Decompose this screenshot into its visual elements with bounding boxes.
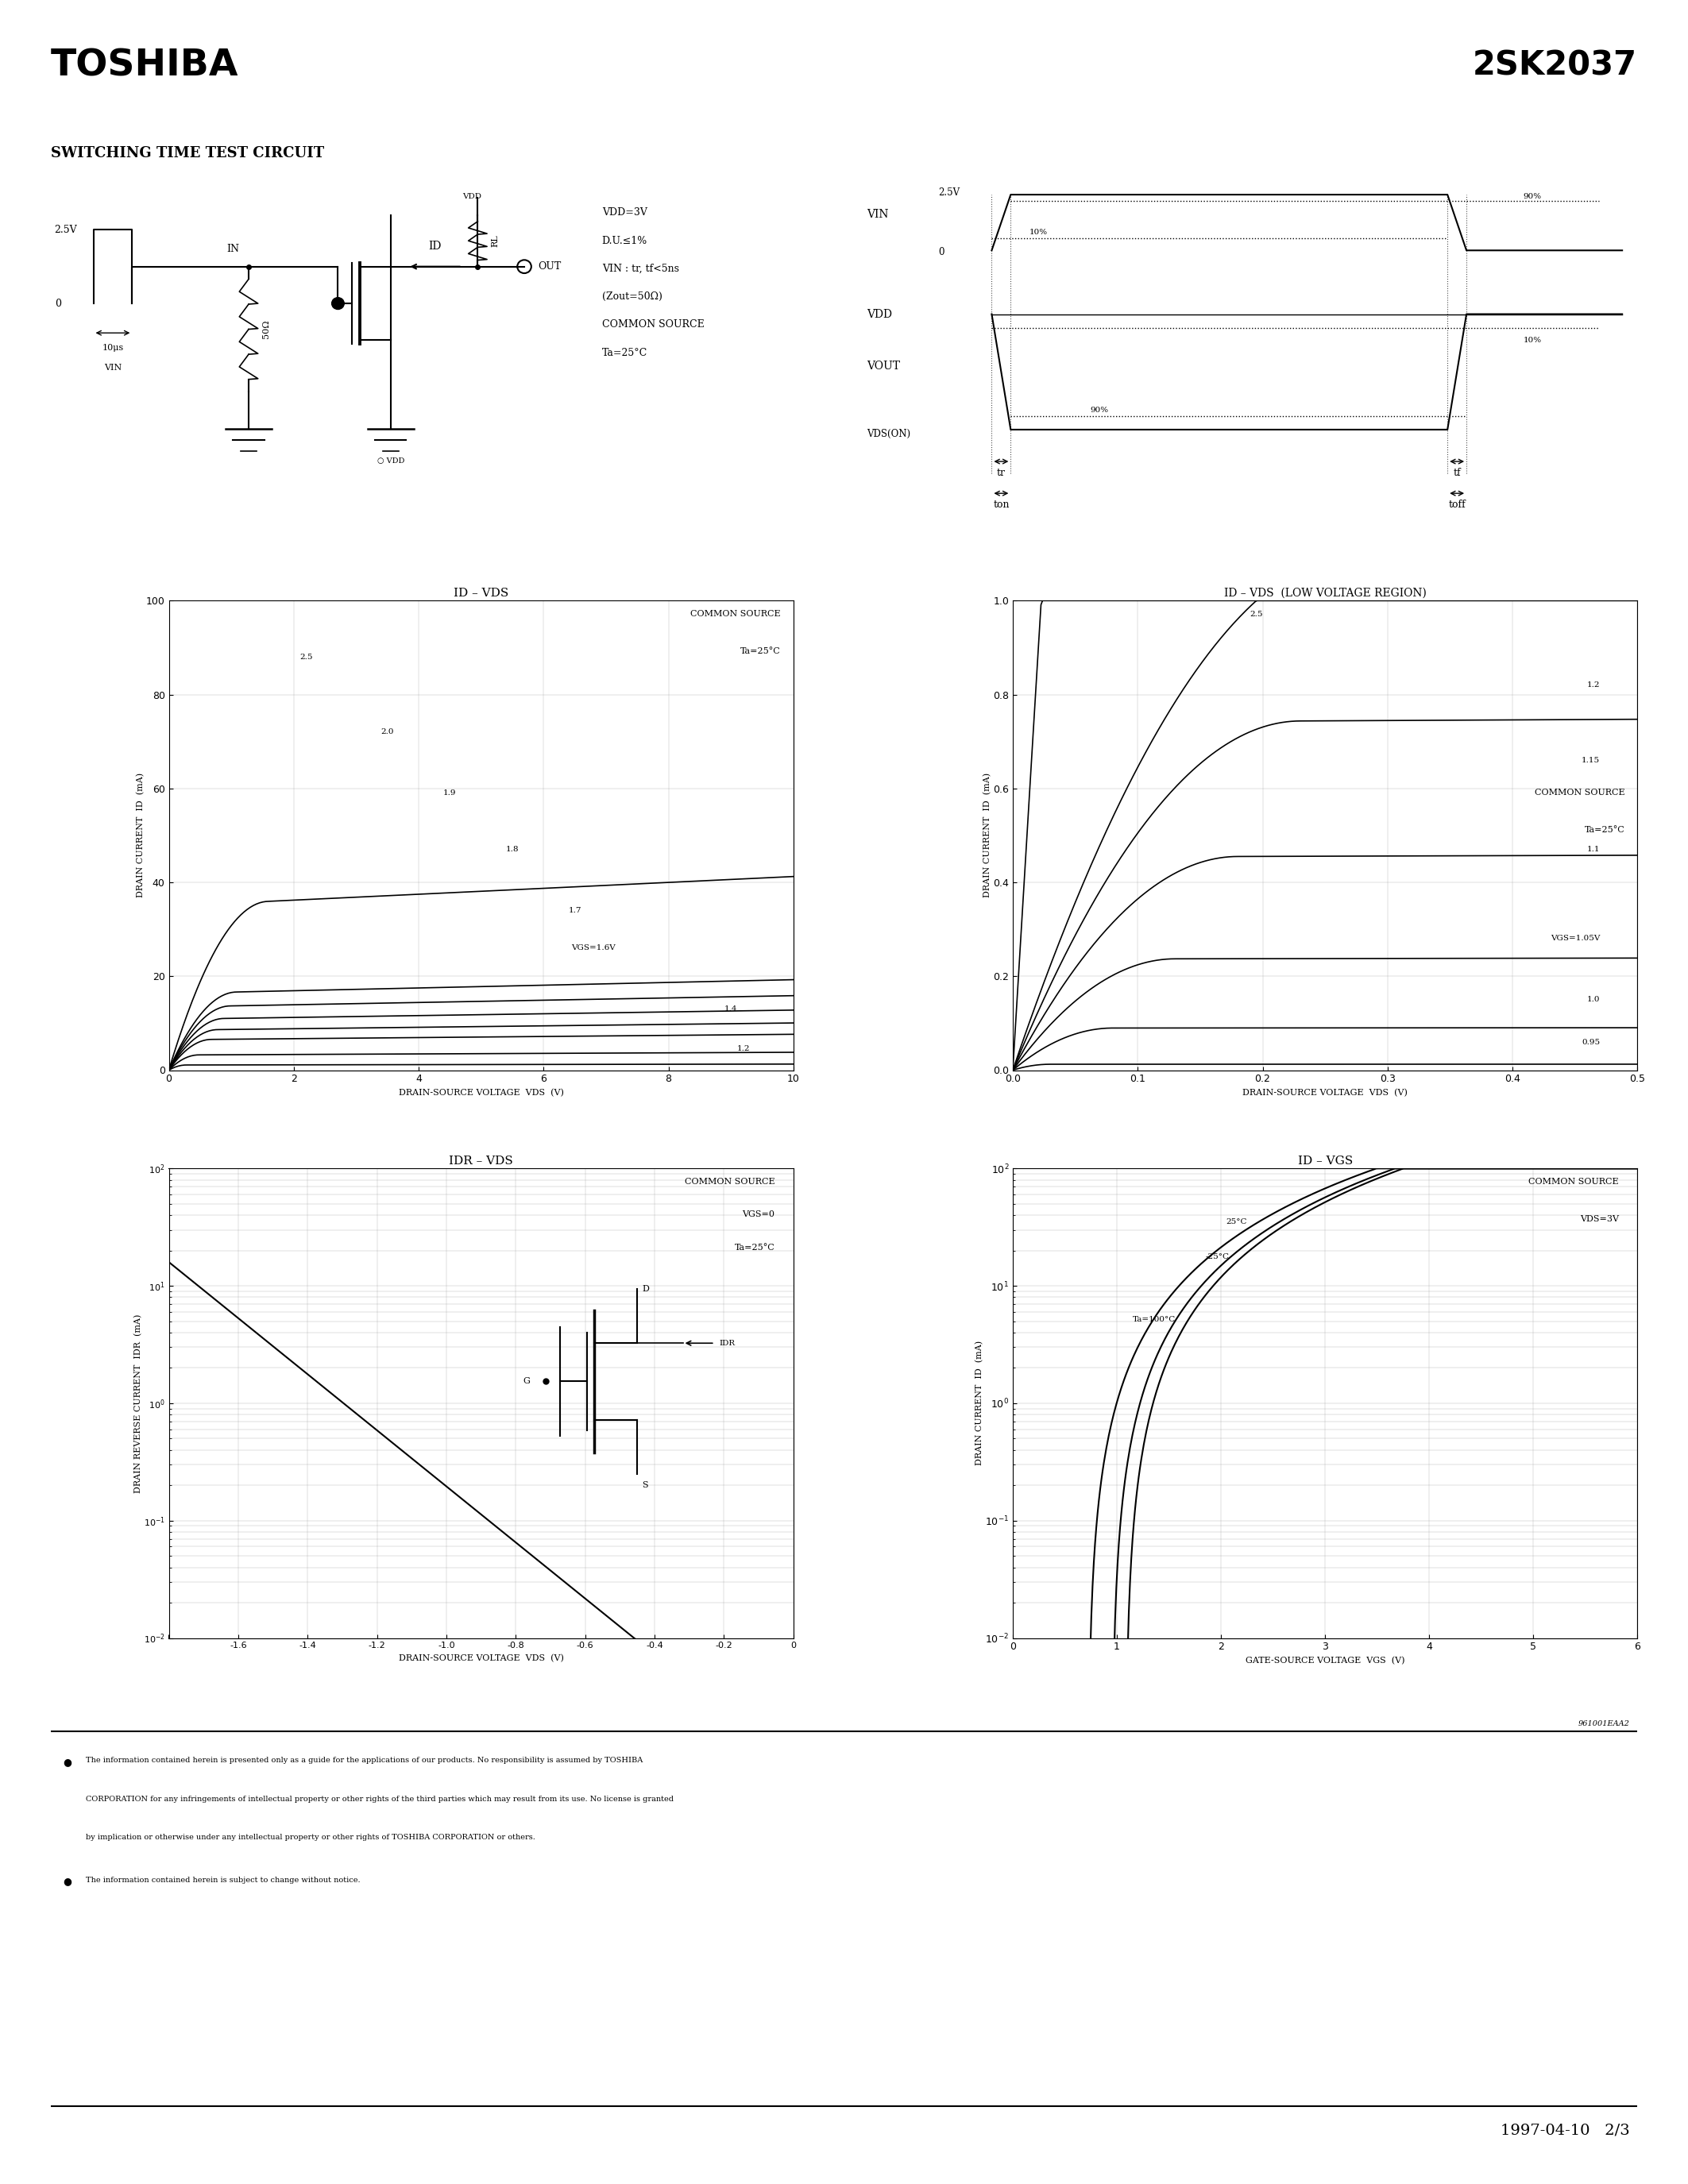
Text: 1.2: 1.2 (738, 1046, 749, 1053)
Text: 961001EAA2: 961001EAA2 (1578, 1721, 1629, 1728)
Text: VDD: VDD (463, 192, 481, 201)
Text: COMMON SOURCE: COMMON SOURCE (1528, 1177, 1619, 1186)
Y-axis label: DRAIN CURRENT  ID  (mA): DRAIN CURRENT ID (mA) (984, 773, 993, 898)
X-axis label: DRAIN-SOURCE VOLTAGE  VDS  (V): DRAIN-SOURCE VOLTAGE VDS (V) (398, 1653, 564, 1662)
Text: COMMON SOURCE: COMMON SOURCE (603, 319, 704, 330)
Text: 10%: 10% (1524, 336, 1541, 343)
Text: VGS=0: VGS=0 (743, 1210, 775, 1219)
Text: tf: tf (1453, 467, 1460, 478)
Text: 2.5: 2.5 (1249, 612, 1263, 618)
Text: Ta=25°C: Ta=25°C (741, 649, 782, 655)
Text: OUT: OUT (538, 262, 562, 271)
Text: ●: ● (64, 1756, 73, 1767)
Text: (Zout=50Ω): (Zout=50Ω) (603, 293, 662, 301)
Text: 2.0: 2.0 (381, 729, 393, 736)
Text: CORPORATION for any infringements of intellectual property or other rights of th: CORPORATION for any infringements of int… (86, 1795, 674, 1802)
Text: 1.1: 1.1 (1587, 845, 1600, 854)
Text: 2SK2037: 2SK2037 (1474, 48, 1637, 83)
Text: 1.9: 1.9 (444, 791, 456, 797)
Text: 25°C: 25°C (1225, 1219, 1247, 1225)
Text: Ta=25°C: Ta=25°C (603, 347, 648, 358)
Y-axis label: DRAIN CURRENT  ID  (mA): DRAIN CURRENT ID (mA) (137, 773, 145, 898)
Text: ●: ● (64, 1876, 73, 1887)
Text: S: S (641, 1481, 648, 1489)
Text: 2.5V: 2.5V (54, 225, 78, 236)
Title: ID – VDS  (LOW VOLTAGE REGION): ID – VDS (LOW VOLTAGE REGION) (1224, 587, 1426, 598)
Title: ID – VDS: ID – VDS (454, 587, 508, 598)
Text: D: D (641, 1284, 648, 1293)
Text: SWITCHING TIME TEST CIRCUIT: SWITCHING TIME TEST CIRCUIT (51, 146, 324, 159)
Text: TOSHIBA: TOSHIBA (51, 48, 238, 83)
Text: 50Ω: 50Ω (262, 319, 270, 339)
Text: VGS=1.05V: VGS=1.05V (1550, 935, 1600, 941)
Text: 1.7: 1.7 (569, 906, 581, 915)
Text: ID: ID (429, 240, 442, 251)
Text: ○ VDD: ○ VDD (376, 459, 405, 465)
X-axis label: GATE-SOURCE VOLTAGE  VGS  (V): GATE-SOURCE VOLTAGE VGS (V) (1246, 1658, 1404, 1664)
X-axis label: DRAIN-SOURCE VOLTAGE  VDS  (V): DRAIN-SOURCE VOLTAGE VDS (V) (398, 1090, 564, 1096)
Text: Ta=100°C: Ta=100°C (1133, 1317, 1175, 1324)
Text: 0: 0 (54, 299, 61, 308)
Y-axis label: DRAIN REVERSE CURRENT  IDR  (mA): DRAIN REVERSE CURRENT IDR (mA) (133, 1315, 142, 1492)
Text: 1.4: 1.4 (724, 1005, 738, 1013)
Circle shape (333, 297, 344, 310)
Text: 0: 0 (939, 247, 945, 258)
X-axis label: DRAIN-SOURCE VOLTAGE  VDS  (V): DRAIN-SOURCE VOLTAGE VDS (V) (1242, 1090, 1408, 1096)
Text: COMMON SOURCE: COMMON SOURCE (1534, 788, 1626, 797)
Text: VDS=3V: VDS=3V (1580, 1214, 1619, 1223)
Text: 1997-04-10   2/3: 1997-04-10 2/3 (1501, 2123, 1629, 2138)
Text: 10μs: 10μs (101, 343, 123, 352)
Text: VIN : tr, tf<5ns: VIN : tr, tf<5ns (603, 264, 679, 273)
Text: 10%: 10% (1030, 229, 1048, 236)
Text: 2.5V: 2.5V (939, 188, 960, 199)
Text: 2.5: 2.5 (300, 653, 312, 660)
Text: G: G (523, 1378, 530, 1385)
Text: 90%: 90% (1524, 192, 1541, 201)
Text: 0.95: 0.95 (1582, 1037, 1600, 1046)
Title: ID – VGS: ID – VGS (1298, 1155, 1352, 1166)
Text: 1.2: 1.2 (1587, 681, 1600, 688)
Text: tr: tr (998, 467, 1006, 478)
Text: IDR: IDR (719, 1339, 736, 1348)
Text: 1.15: 1.15 (1582, 756, 1600, 764)
Text: COMMON SOURCE: COMMON SOURCE (684, 1177, 775, 1186)
Text: VIN: VIN (866, 210, 888, 221)
Text: COMMON SOURCE: COMMON SOURCE (690, 609, 782, 618)
Text: -25°C: -25°C (1205, 1254, 1229, 1260)
Text: IN: IN (226, 245, 240, 253)
Text: Ta=25°C: Ta=25°C (1585, 826, 1626, 834)
Text: VDD=3V: VDD=3V (603, 207, 647, 218)
Title: IDR – VDS: IDR – VDS (449, 1155, 513, 1166)
Text: toff: toff (1448, 500, 1465, 509)
Text: VGS=1.6V: VGS=1.6V (571, 943, 616, 952)
Text: by implication or otherwise under any intellectual property or other rights of T: by implication or otherwise under any in… (86, 1835, 535, 1841)
Text: The information contained herein is subject to change without notice.: The information contained herein is subj… (86, 1876, 360, 1883)
Text: VDS(ON): VDS(ON) (866, 428, 910, 439)
Text: VIN: VIN (105, 363, 122, 371)
Text: 1.8: 1.8 (506, 845, 518, 854)
Text: RL: RL (491, 234, 500, 247)
Y-axis label: DRAIN CURRENT  ID  (mA): DRAIN CURRENT ID (mA) (976, 1341, 984, 1465)
Text: VOUT: VOUT (866, 360, 900, 371)
Text: The information contained herein is presented only as a guide for the applicatio: The information contained herein is pres… (86, 1756, 643, 1765)
Text: Ta=25°C: Ta=25°C (734, 1243, 775, 1251)
Text: VDD: VDD (866, 308, 891, 319)
Text: D.U.≤1%: D.U.≤1% (603, 236, 648, 247)
Text: 1.0: 1.0 (1587, 996, 1600, 1002)
Text: 90%: 90% (1090, 406, 1109, 415)
Text: ton: ton (993, 500, 1009, 509)
